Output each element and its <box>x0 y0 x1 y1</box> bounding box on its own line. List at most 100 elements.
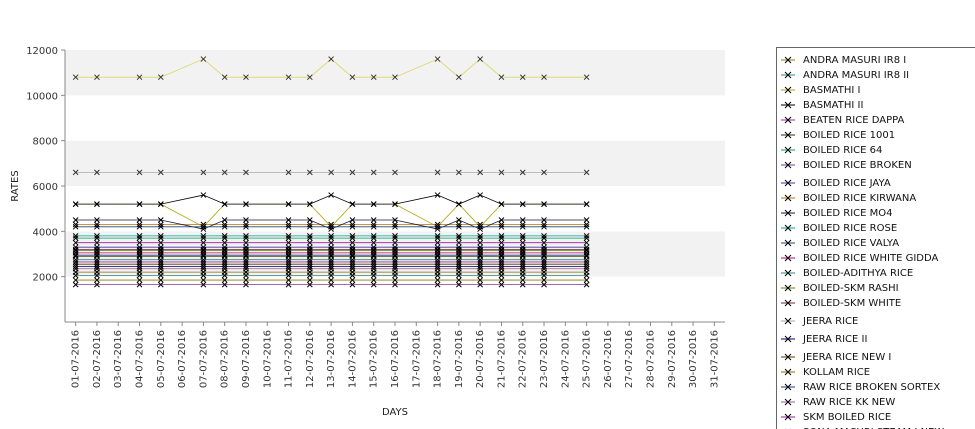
legend-marker-icon <box>781 314 795 328</box>
series-line <box>75 219 587 230</box>
data-point <box>221 233 228 239</box>
data-point <box>221 261 228 268</box>
data-point <box>94 223 100 230</box>
data-point <box>583 223 590 230</box>
data-point <box>306 169 313 176</box>
data-point <box>285 259 292 265</box>
x-tick-label: 07-07-2016 <box>198 330 209 388</box>
legend-marker-icon <box>781 251 795 265</box>
data-point <box>349 265 356 272</box>
legend-item: BOILED RICE MO4 <box>777 206 893 220</box>
data-point <box>328 226 334 232</box>
data-point <box>456 235 462 241</box>
data-point <box>541 263 547 270</box>
data-point <box>519 201 526 207</box>
data-point <box>72 256 79 263</box>
data-point <box>94 261 100 268</box>
legend-item: BOILED RICE JAYA <box>777 176 891 190</box>
data-point <box>370 277 377 283</box>
data-point <box>72 252 79 258</box>
legend-marker-icon <box>781 266 795 280</box>
data-point <box>349 261 356 268</box>
data-point <box>200 192 207 198</box>
data-point <box>498 277 505 283</box>
data-point <box>498 233 505 239</box>
series-lines <box>75 58 587 286</box>
data-point <box>136 256 143 263</box>
data-point <box>285 217 292 223</box>
data-point <box>370 223 377 230</box>
data-point <box>498 201 505 207</box>
data-point <box>221 169 228 176</box>
data-point <box>243 169 249 176</box>
x-tick-label: 29-07-2016 <box>667 330 678 388</box>
data-point <box>370 252 377 258</box>
data-point <box>243 74 249 81</box>
data-point <box>72 217 79 223</box>
data-point <box>349 235 356 241</box>
legend-label: BOILED RICE BROKEN <box>803 159 912 171</box>
data-point <box>370 247 377 254</box>
data-point <box>392 221 398 228</box>
data-point <box>434 281 441 288</box>
data-point <box>392 233 398 239</box>
legend-item: BOILED RICE WHITE GIDDA <box>777 251 938 265</box>
data-point <box>349 263 356 270</box>
legend-label: BASMATHI I <box>803 84 861 96</box>
x-tick-label: 25-07-2016 <box>582 330 593 388</box>
data-point <box>285 235 292 241</box>
data-point <box>221 252 228 258</box>
data-point <box>434 277 441 283</box>
data-point <box>498 246 505 253</box>
legend-marker-icon <box>781 365 795 379</box>
legend-marker-icon <box>781 158 795 172</box>
data-point <box>456 223 462 230</box>
x-tick-label: 31-07-2016 <box>709 330 720 388</box>
data-point <box>136 235 143 241</box>
data-point <box>477 265 484 272</box>
data-point <box>477 239 484 246</box>
data-point <box>541 169 547 176</box>
data-point <box>200 169 207 176</box>
data-point <box>221 239 228 246</box>
grid-band <box>65 50 725 96</box>
y-tick-label: 6000 <box>33 182 58 193</box>
x-tick-label: 10-07-2016 <box>262 330 273 388</box>
data-point <box>541 239 547 246</box>
data-point <box>328 247 334 254</box>
data-point <box>200 235 207 241</box>
data-point <box>583 247 590 254</box>
data-point <box>477 56 484 62</box>
legend-label: BOILED-ADITHYA RICE <box>803 267 914 279</box>
data-point <box>456 247 462 254</box>
data-point <box>370 256 377 263</box>
legend-label: BOILED RICE WHITE GIDDA <box>803 252 939 264</box>
data-point <box>136 74 143 81</box>
data-point <box>221 256 228 263</box>
data-point <box>306 201 313 207</box>
data-point <box>157 256 164 263</box>
data-point <box>477 169 484 176</box>
data-point <box>519 246 526 253</box>
data-point <box>477 223 484 230</box>
data-point <box>349 281 356 288</box>
data-point <box>136 261 143 268</box>
data-point <box>583 201 590 207</box>
data-point <box>370 259 377 265</box>
data-point <box>328 259 334 265</box>
data-point <box>285 169 292 176</box>
data-point <box>498 256 505 263</box>
data-point <box>392 247 398 254</box>
data-point <box>519 252 526 258</box>
data-point <box>541 247 547 254</box>
data-point <box>456 233 462 239</box>
legend-marker-icon <box>781 410 795 424</box>
data-point <box>583 263 590 270</box>
data-point <box>456 263 462 270</box>
data-point <box>72 265 79 272</box>
legend-label: JEERA RICE II <box>803 333 868 345</box>
data-point <box>136 221 143 228</box>
x-tick-label: 17-07-2016 <box>411 330 422 388</box>
data-point <box>434 56 441 62</box>
data-point <box>456 217 462 223</box>
